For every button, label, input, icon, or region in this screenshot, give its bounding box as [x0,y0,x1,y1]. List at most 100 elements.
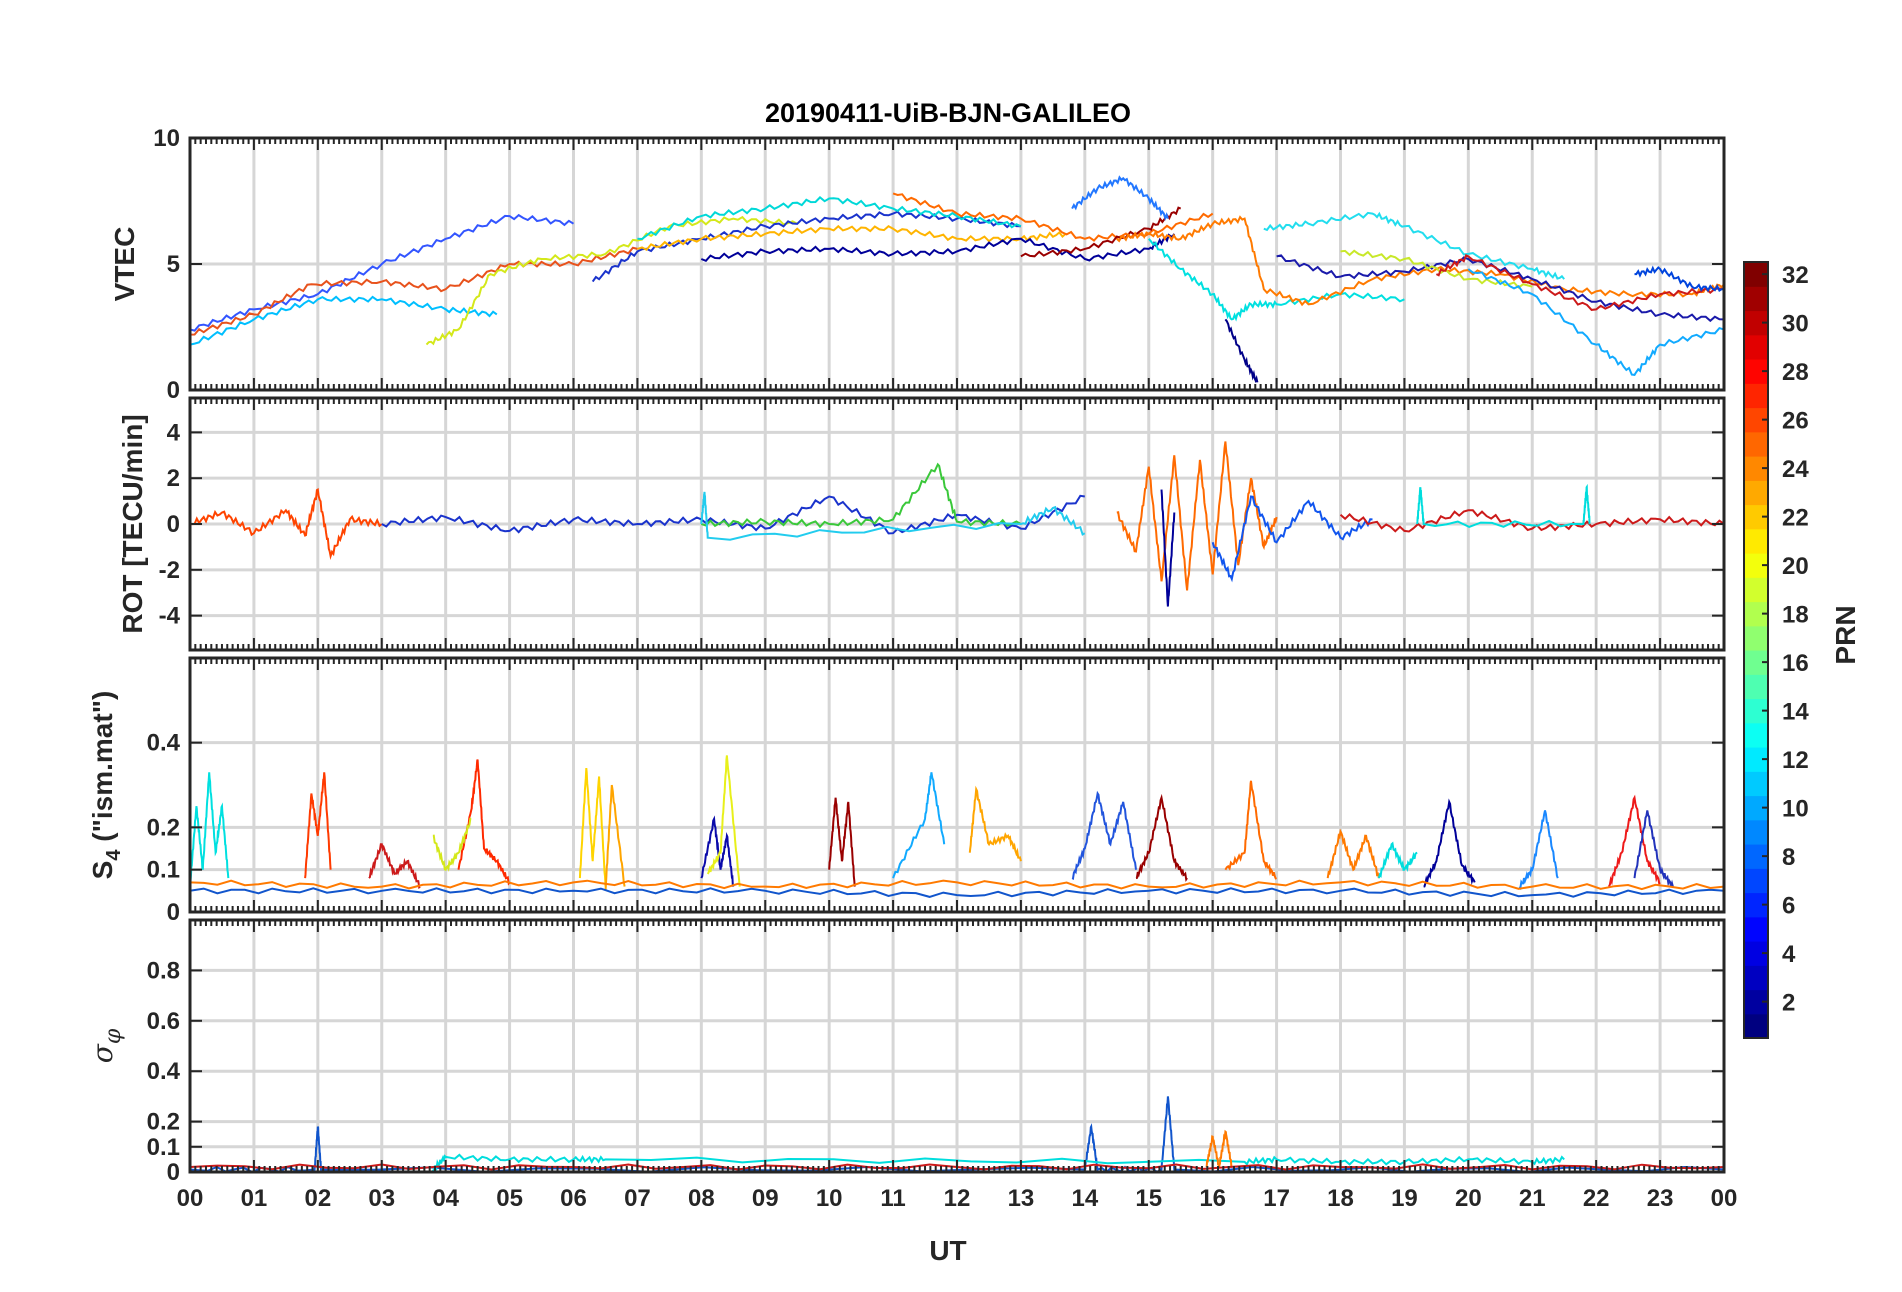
chart-title: 20190411-UiB-BJN-GALILEO [765,98,1131,128]
y-tick-label: 0 [167,377,180,404]
colorbar-tick-label: 24 [1782,456,1809,483]
y-label-sub: 4 [103,849,125,861]
series-line [637,196,1022,241]
series-line [637,224,1067,252]
x-tick-label: 17 [1263,1185,1290,1212]
series-line [1224,780,1277,880]
y-tick-label: 10 [153,125,180,152]
series-group [190,441,1724,607]
colorbar-tick-label: 6 [1782,893,1795,920]
series-line [892,192,1214,242]
colorbar-segment [1744,819,1768,845]
x-tick-label: 07 [624,1185,651,1212]
x-tick-label: 03 [368,1185,395,1212]
series-line [190,879,1724,891]
x-tick-label: 05 [496,1185,523,1212]
x-tick-label: 22 [1583,1185,1610,1212]
colorbar-tick-label: 30 [1782,311,1809,338]
series-line [1416,483,1591,528]
y-tick-label: 0.1 [147,857,180,884]
colorbar-segment [1744,625,1768,651]
series-line [457,759,511,886]
series-line [700,815,735,887]
y-tick-label: 4 [167,419,181,446]
x-axis: UT 00 01 02 03 04 05 06 07 08 09 10 11 12 13 14 15 16 17 1… [177,1185,1738,1266]
colorbar-segment [1744,674,1768,700]
x-tick-label: 13 [1008,1185,1035,1212]
colorbar-tick-label: 10 [1782,796,1809,823]
y-tick-label: 0.2 [147,1109,180,1136]
series-line [892,772,946,879]
series-line [425,215,798,346]
colorbar-tick-label: 22 [1782,505,1809,532]
series-line [1071,790,1137,880]
series-line [304,772,332,879]
colorbar-tick-label: 20 [1782,553,1809,580]
series-line [1135,793,1188,883]
colorbar-segment [1744,771,1768,797]
y-axis-label: ROT [TECU/min] [117,414,148,633]
y-axis-label: VTEC [109,227,140,302]
colorbar-segment [1744,528,1768,554]
series-line [190,1096,1724,1172]
colorbar-segment [1744,286,1768,312]
y-tick-label: 0.2 [147,814,180,841]
colorbar-label: PRN [1830,605,1861,664]
colorbar-segment [1744,1013,1768,1039]
series-group [190,175,1724,384]
x-tick-label: 09 [752,1185,779,1212]
x-tick-label: 18 [1327,1185,1354,1212]
series-line [432,817,472,872]
series-line [1263,211,1565,280]
colorbar-segment [1744,334,1768,360]
series-line [1423,798,1476,888]
series-line [432,1153,1565,1172]
colorbar-tick-label: 8 [1782,844,1795,871]
y-label-rest: ("ism.mat") [87,691,118,850]
colorbar-segment [1744,722,1768,748]
colorbar-segment [1744,431,1768,457]
series-line [368,843,421,890]
sigma-panel: 00.10.2 0.4 0.6 0.8 σφ [86,918,1726,1186]
x-tick-label: 19 [1391,1185,1418,1212]
series-line [190,213,575,332]
y-tick-label: -4 [159,603,181,630]
y-tick-label: 0.6 [147,1008,180,1035]
x-axis-label: UT [929,1235,966,1266]
series-line [1634,265,1724,293]
colorbar-tick-label: 26 [1782,408,1809,435]
colorbar-frame [1743,261,1769,1039]
series-line [604,784,626,891]
y-tick-label: 2 [167,465,180,492]
series-group [190,755,1724,898]
x-tick-label: 16 [1199,1185,1226,1212]
series-line [190,772,230,887]
series-line [1116,441,1278,591]
series-line [1276,254,1724,323]
series-line [190,295,498,346]
x-tick-label: 15 [1135,1185,1162,1212]
x-tick-label: 12 [944,1185,971,1212]
series-line [1071,175,1169,221]
colorbar-tick-label: 2 [1782,990,1795,1017]
x-tick-label: 06 [560,1185,587,1212]
x-tick-label: 00 [177,1185,204,1212]
series-line [190,246,638,336]
series-line [700,462,1022,529]
x-tick-label: 21 [1519,1185,1546,1212]
series-line [381,494,1085,535]
series-line [700,491,1086,541]
y-tick-label: 0.4 [147,1058,181,1085]
y-tick-label: 0.1 [147,1134,180,1161]
colorbar-segment [1744,480,1768,506]
colorbar-segment [1744,965,1768,991]
series-line [1377,841,1418,879]
colorbar-segment [1744,868,1768,894]
series-line [1467,268,1724,376]
colorbar-segment [1744,916,1768,942]
colorbar-tick-label: 18 [1782,602,1809,629]
colorbar-tick-label: 16 [1782,650,1809,677]
series-line [1339,509,1724,533]
